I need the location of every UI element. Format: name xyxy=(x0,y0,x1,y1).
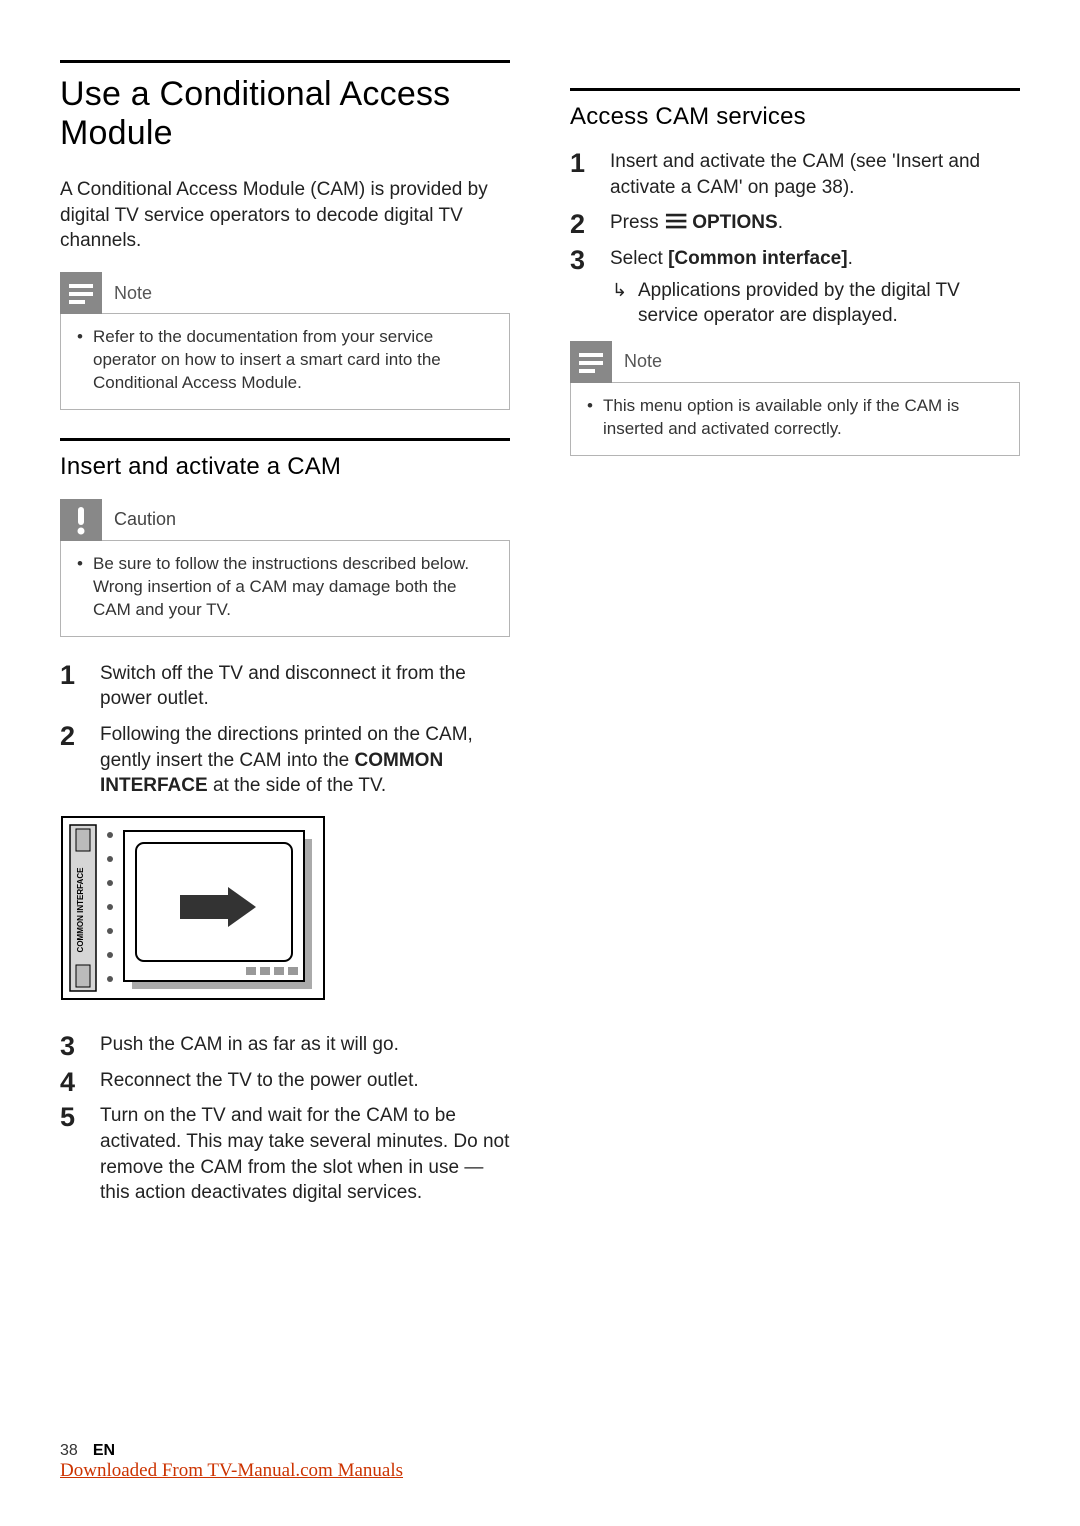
section-insert: Insert and activate a CAM xyxy=(60,438,510,481)
steps-access: Insert and activate the CAM (see 'Insert… xyxy=(570,149,1020,329)
caution-label: Caution xyxy=(114,509,176,530)
access-step2-bold: OPTIONS xyxy=(692,212,778,233)
note-label: Note xyxy=(624,351,662,372)
access-step2-prefix: Press xyxy=(610,212,664,233)
note-body: Refer to the documentation from your ser… xyxy=(75,326,495,395)
step-2: Following the directions printed on the … xyxy=(60,722,510,799)
note-icon xyxy=(60,272,102,314)
step-5: Turn on the TV and wait for the CAM to b… xyxy=(60,1103,510,1206)
access-step3-bold: [Common interface] xyxy=(668,248,847,269)
caution-icon xyxy=(60,499,102,541)
intro-text: A Conditional Access Module (CAM) is pro… xyxy=(60,177,510,254)
caution-callout: Caution Be sure to follow the instructio… xyxy=(60,499,510,637)
page-title: Use a Conditional Access Module xyxy=(60,60,510,153)
svg-text:COMMON INTERFACE: COMMON INTERFACE xyxy=(76,867,85,953)
language-code: EN xyxy=(93,1442,115,1459)
options-icon: ☰ xyxy=(664,210,684,236)
step-4: Reconnect the TV to the power outlet. xyxy=(60,1068,510,1094)
download-link[interactable]: Downloaded From TV-Manual.com Manuals xyxy=(60,1460,403,1481)
access-step-3: Select [Common interface]. Applications … xyxy=(570,246,1020,329)
access-step-2: Press ☰ OPTIONS. xyxy=(570,210,1020,236)
step-3: Push the CAM in as far as it will go. xyxy=(60,1032,510,1058)
note-callout-right: Note This menu option is available only … xyxy=(570,341,1020,456)
step-1: Switch off the TV and disconnect it from… xyxy=(60,661,510,712)
step2-suffix: at the side of the TV. xyxy=(208,775,387,796)
left-column: Use a Conditional Access Module A Condit… xyxy=(60,60,510,1218)
section-access: Access CAM services xyxy=(570,88,1020,131)
access-step3-prefix: Select xyxy=(610,248,668,269)
note-label: Note xyxy=(114,283,152,304)
note-body-right: This menu option is available only if th… xyxy=(585,395,1005,441)
right-column: Access CAM services Insert and activate … xyxy=(570,60,1020,1218)
steps-list-a: Switch off the TV and disconnect it from… xyxy=(60,661,510,799)
access-step3-sub: Applications provided by the digital TV … xyxy=(610,278,1020,329)
note-callout: Note Refer to the documentation from you… xyxy=(60,272,510,410)
page-footer: 38 EN Downloaded From TV-Manual.com Manu… xyxy=(60,1439,403,1482)
caution-body: Be sure to follow the instructions descr… xyxy=(75,553,495,622)
access-step-1: Insert and activate the CAM (see 'Insert… xyxy=(570,149,1020,200)
note-icon xyxy=(570,341,612,383)
tv-diagram: COMMON INTERFACE xyxy=(60,815,510,1010)
steps-list-b: Push the CAM in as far as it will go. Re… xyxy=(60,1032,510,1206)
access-step3-suffix: . xyxy=(848,248,853,269)
access-step2-suffix: . xyxy=(778,212,783,233)
page-number: 38 xyxy=(60,1442,78,1459)
